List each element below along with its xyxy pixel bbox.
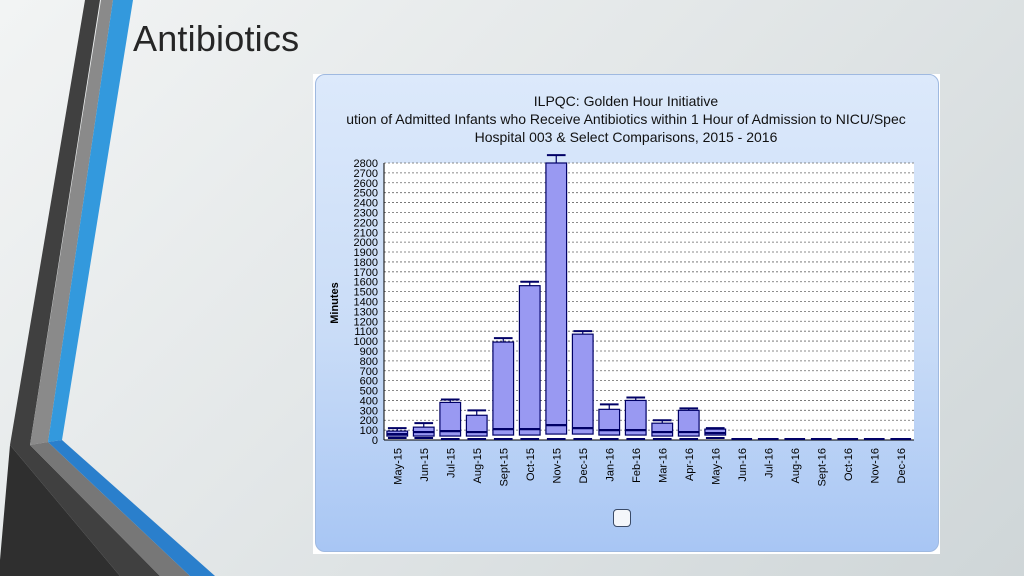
y-tick-label: 0 [372, 435, 378, 447]
y-tick-label: 900 [360, 346, 378, 358]
y-tick-label: 500 [360, 386, 378, 398]
x-tick-label: Sept-16 [816, 448, 828, 487]
box-iqr [492, 341, 515, 436]
x-tick-label: Jun-16 [737, 448, 749, 482]
y-tick-label: 1100 [354, 326, 378, 338]
y-tick-label: 1500 [354, 287, 378, 299]
chart-title: ILPQC: Golden Hour Initiative [533, 93, 719, 109]
y-tick-label: 1700 [354, 267, 378, 279]
slide-title: Antibiotics [133, 18, 300, 59]
y-tick-label: 600 [360, 376, 378, 388]
x-tick-label: May-15 [392, 448, 404, 485]
box-jan-16 [598, 403, 621, 441]
x-tick-label: Dec-15 [578, 448, 590, 483]
chart-toggle-button[interactable] [613, 509, 631, 527]
x-tick-label: Sept-15 [498, 448, 510, 487]
x-tick-label: Jul-16 [763, 448, 775, 478]
y-tick-label: 2400 [354, 198, 378, 210]
y-tick-label: 2000 [354, 237, 378, 249]
y-tick-label: 2500 [354, 188, 378, 200]
y-tick-label: 200 [360, 415, 378, 427]
box-jul-15 [439, 398, 462, 441]
y-tick-label: 1400 [354, 297, 378, 309]
x-tick-label: Dec-16 [896, 448, 908, 483]
x-tick-label: Aug-16 [790, 448, 802, 483]
x-tick-label: Apr-16 [684, 448, 696, 481]
box-apr-16 [677, 407, 700, 441]
y-axis-label: Minutes [329, 282, 341, 324]
y-tick-label: 700 [360, 366, 378, 378]
y-tick-label: 2700 [354, 168, 378, 180]
y-tick-label: 2100 [354, 227, 378, 239]
x-tick-label: May-16 [710, 448, 722, 485]
y-tick-label: 300 [360, 405, 378, 417]
y-tick-label: 1200 [354, 316, 378, 328]
x-tick-label: Jan-16 [604, 448, 616, 482]
x-tick-label: Nov-16 [869, 448, 881, 483]
y-tick-label: 1000 [354, 336, 378, 348]
box-plot-chart: 0100200300400500600700800900100011001200… [329, 154, 914, 487]
box-iqr [518, 285, 541, 436]
box-iqr [651, 422, 674, 437]
y-tick-label: 2200 [354, 217, 378, 229]
x-tick-label: Jun-15 [419, 448, 431, 482]
box-feb-16 [624, 396, 647, 441]
chart-subtitle-2: Hospital 003 & Select Comparisons, 2015 … [474, 129, 778, 145]
y-tick-label: 400 [360, 395, 378, 407]
x-tick-label: Jul-15 [445, 448, 457, 478]
box-may-15 [386, 427, 409, 440]
y-tick-label: 2600 [354, 178, 378, 190]
x-tick-label: Mar-16 [657, 448, 669, 483]
y-tick-label: 1300 [354, 306, 378, 318]
box-dec-15 [571, 330, 594, 441]
box-nov-15 [545, 154, 568, 441]
box-aug-15 [465, 409, 488, 441]
x-tick-label: Feb-16 [631, 448, 643, 483]
x-tick-label: Oct-16 [843, 448, 855, 481]
x-tick-label: Oct-15 [525, 448, 537, 481]
x-tick-label: Nov-15 [551, 448, 563, 483]
box-may-16 [704, 427, 727, 440]
y-tick-label: 2300 [354, 207, 378, 219]
y-tick-label: 100 [360, 425, 378, 437]
box-jun-15 [412, 422, 435, 440]
x-tick-label: Aug-15 [472, 448, 484, 483]
box-oct-15 [518, 280, 541, 441]
chart-subtitle: ution of Admitted Infants who Receive An… [346, 111, 906, 127]
y-tick-label: 1600 [354, 277, 378, 289]
chart-panel: ILPQC: Golden Hour Initiative ution of A… [315, 74, 939, 552]
box-iqr [571, 333, 594, 435]
chart-frame: ILPQC: Golden Hour Initiative ution of A… [313, 74, 940, 554]
box-mar-16 [651, 419, 674, 441]
box-iqr [545, 162, 568, 435]
y-tick-label: 800 [360, 356, 378, 368]
y-tick-label: 1800 [354, 257, 378, 269]
y-tick-label: 2800 [354, 158, 378, 170]
y-tick-label: 1900 [354, 247, 378, 259]
box-sept-15 [492, 337, 515, 441]
